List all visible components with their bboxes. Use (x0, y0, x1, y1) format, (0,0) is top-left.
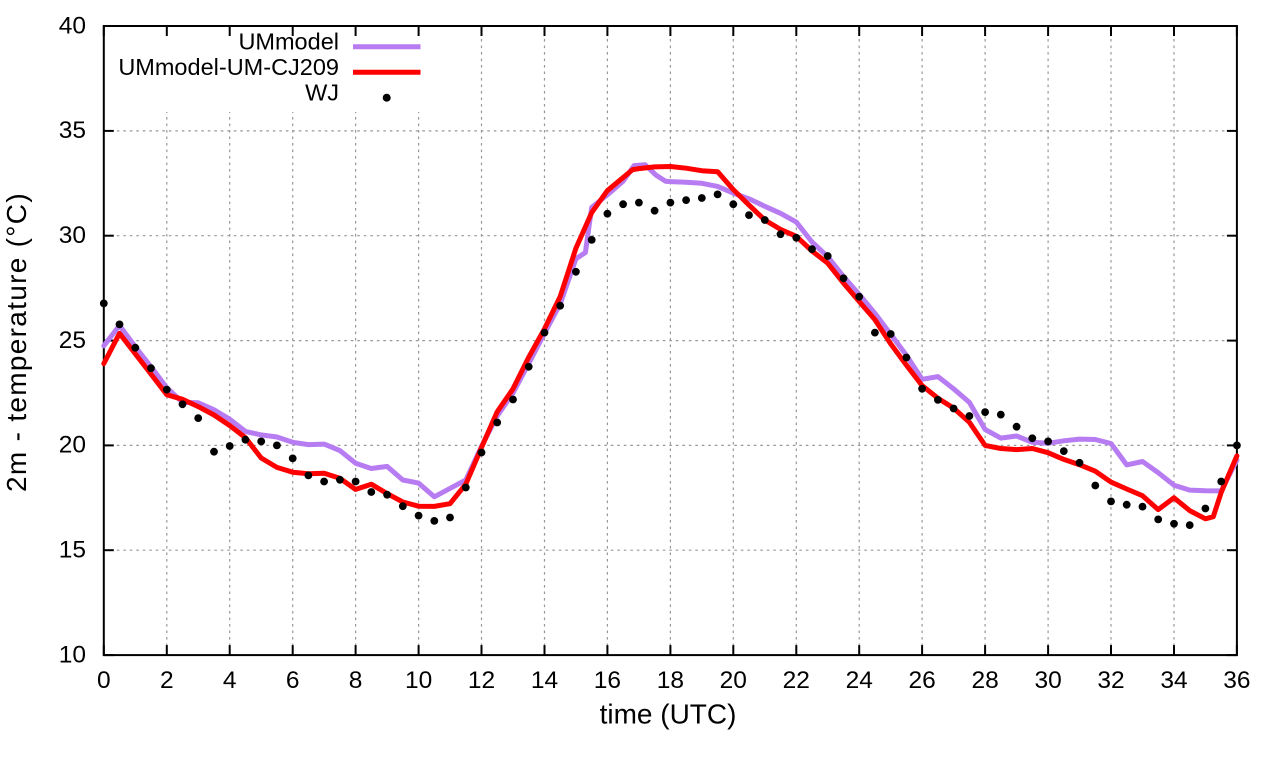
svg-text:6: 6 (286, 667, 300, 694)
svg-text:26: 26 (908, 667, 935, 694)
svg-text:24: 24 (846, 667, 873, 694)
svg-text:14: 14 (531, 667, 558, 694)
svg-text:16: 16 (594, 667, 621, 694)
svg-text:32: 32 (1097, 667, 1124, 694)
svg-text:12: 12 (468, 667, 495, 694)
svg-text:2: 2 (160, 667, 174, 694)
svg-text:WJ: WJ (305, 80, 339, 106)
svg-text:35: 35 (59, 117, 86, 144)
svg-text:0: 0 (97, 667, 111, 694)
svg-text:20: 20 (59, 432, 86, 459)
svg-text:30: 30 (1034, 667, 1061, 694)
svg-text:4: 4 (223, 667, 237, 694)
svg-text:30: 30 (59, 222, 86, 249)
svg-text:28: 28 (971, 667, 998, 694)
svg-text:2m - temperature (°C): 2m - temperature (°C) (1, 192, 32, 492)
svg-text:8: 8 (349, 667, 363, 694)
svg-text:20: 20 (720, 667, 747, 694)
svg-text:UMmodel-UM-CJ209: UMmodel-UM-CJ209 (118, 54, 339, 80)
svg-text:UMmodel: UMmodel (238, 29, 339, 55)
svg-text:time (UTC): time (UTC) (600, 699, 737, 730)
svg-text:10: 10 (405, 667, 432, 694)
svg-text:18: 18 (657, 667, 684, 694)
svg-text:36: 36 (1223, 667, 1250, 694)
svg-text:22: 22 (783, 667, 810, 694)
svg-text:15: 15 (59, 537, 86, 564)
svg-text:10: 10 (59, 641, 86, 668)
svg-text:40: 40 (59, 12, 86, 39)
svg-text:34: 34 (1160, 667, 1187, 694)
svg-text:25: 25 (59, 327, 86, 354)
